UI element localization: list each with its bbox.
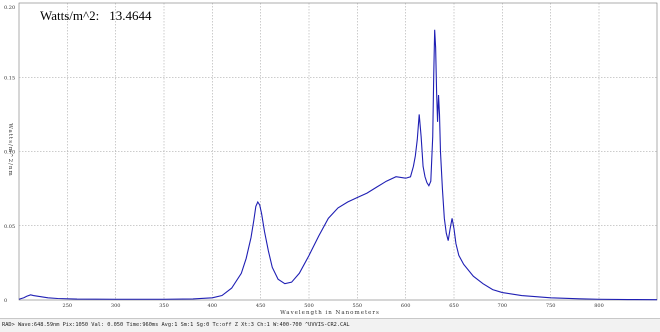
status-bar: RAD> Wave:648.59nm Pix:1050 Val: 0.050 T… <box>0 318 660 332</box>
status-bar-text: RAD> Wave:648.59nm Pix:1050 Val: 0.050 T… <box>2 322 350 328</box>
x-tick-label: 400 <box>208 303 218 309</box>
y-tick-labels: 0 0.05 0.10 0.15 0.20 <box>4 5 15 304</box>
x-tick-label: 700 <box>498 303 508 309</box>
x-tick-label: 550 <box>353 303 363 309</box>
y-tick-label: 0 <box>4 298 7 304</box>
y-tick-label: 0.10 <box>4 150 15 156</box>
grid-lines <box>19 3 657 300</box>
x-tick-label: 250 <box>63 303 73 309</box>
y-tick-label: 0.15 <box>4 75 15 81</box>
y-tick-label: 0.20 <box>4 5 15 11</box>
x-tick-label: 450 <box>256 303 266 309</box>
x-tick-label: 650 <box>449 303 459 309</box>
power-readout: Watts/m^2: 13.4644 <box>40 8 151 24</box>
x-tick-label: 600 <box>401 303 411 309</box>
y-axis-title: Watts/m^2/nm <box>7 123 14 176</box>
x-tick-label: 800 <box>594 303 604 309</box>
power-readout-value: 13.4644 <box>109 8 152 23</box>
x-axis-title: Wavelength in Nanometers <box>280 310 380 316</box>
x-tick-label: 500 <box>304 303 314 309</box>
y-tick-label: 0.05 <box>4 224 15 230</box>
x-tick-labels: 250 300 350 400 450 500 550 600 650 700 750 800 <box>63 303 604 309</box>
x-tick-label: 350 <box>159 303 169 309</box>
x-tick-label: 750 <box>546 303 556 309</box>
spectrum-series-line <box>18 29 658 301</box>
x-tick-label: 300 <box>111 303 121 309</box>
power-readout-label: Watts/m^2: <box>40 8 100 23</box>
